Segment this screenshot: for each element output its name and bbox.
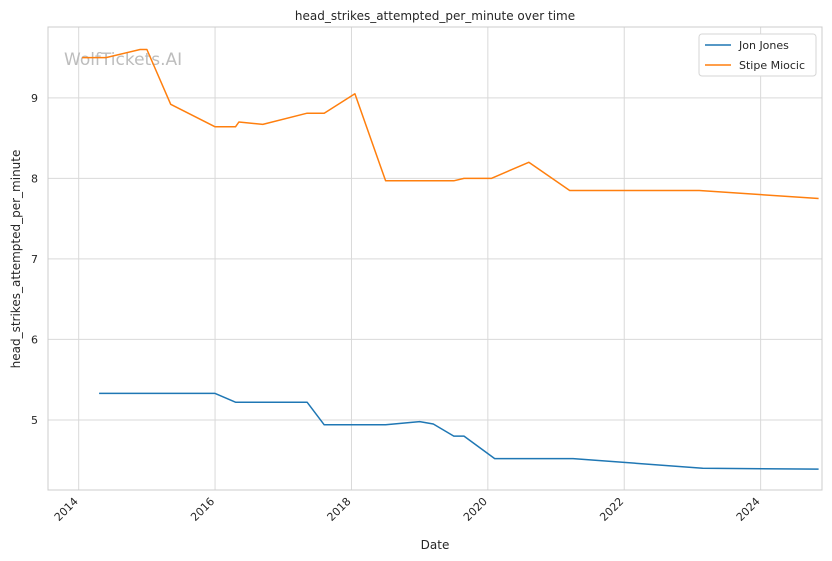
y-tick-label: 7 bbox=[31, 253, 38, 266]
x-tick-label: 2024 bbox=[734, 495, 763, 524]
y-axis-label: head_strikes_attempted_per_minute bbox=[9, 150, 23, 369]
legend-label-jon-jones: Jon Jones bbox=[738, 39, 789, 52]
x-axis-label: Date bbox=[421, 538, 450, 552]
series-layer bbox=[82, 48, 819, 470]
x-tick-label: 2020 bbox=[461, 495, 490, 524]
gridlines bbox=[48, 27, 822, 490]
x-tick-label: 2022 bbox=[597, 495, 626, 524]
y-tick-label: 6 bbox=[31, 333, 38, 346]
chart-title: head_strikes_attempted_per_minute over t… bbox=[295, 9, 575, 23]
series-line-jon-jones bbox=[99, 392, 819, 470]
x-tick-label: 2014 bbox=[52, 495, 81, 524]
series-line-stipe-miocic bbox=[82, 48, 819, 200]
y-tick-label: 5 bbox=[31, 414, 38, 427]
y-axis-ticks: 5 6 7 8 9 bbox=[31, 92, 38, 427]
x-axis-ticks: 2014 2016 2018 2020 2022 2024 bbox=[52, 495, 763, 524]
x-tick-label: 2018 bbox=[325, 495, 354, 524]
y-tick-label: 8 bbox=[31, 172, 38, 185]
watermark: WolfTickets.AI bbox=[64, 50, 182, 70]
legend-label-stipe-miocic: Stipe Miocic bbox=[739, 59, 805, 72]
legend: Jon Jones Stipe Miocic bbox=[698, 33, 817, 77]
plot-frame bbox=[47, 26, 823, 491]
x-tick-label: 2016 bbox=[188, 495, 217, 524]
y-tick-label: 9 bbox=[31, 92, 38, 105]
